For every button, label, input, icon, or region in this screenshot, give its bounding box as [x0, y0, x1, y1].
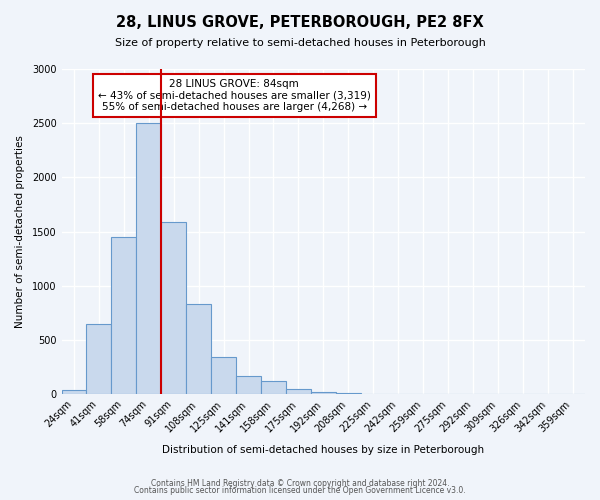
X-axis label: Distribution of semi-detached houses by size in Peterborough: Distribution of semi-detached houses by … — [162, 445, 484, 455]
Bar — [86, 324, 112, 394]
Text: 28, LINUS GROVE, PETERBOROUGH, PE2 8FX: 28, LINUS GROVE, PETERBOROUGH, PE2 8FX — [116, 15, 484, 30]
Bar — [136, 123, 161, 394]
Bar — [62, 390, 86, 394]
Y-axis label: Number of semi-detached properties: Number of semi-detached properties — [15, 135, 25, 328]
Text: Contains public sector information licensed under the Open Government Licence v3: Contains public sector information licen… — [134, 486, 466, 495]
Bar — [112, 237, 136, 394]
Bar — [161, 222, 186, 394]
Bar — [311, 392, 336, 394]
Bar — [186, 304, 211, 394]
Bar — [286, 388, 311, 394]
Text: 28 LINUS GROVE: 84sqm
← 43% of semi-detached houses are smaller (3,319)
55% of s: 28 LINUS GROVE: 84sqm ← 43% of semi-deta… — [98, 79, 371, 112]
Bar — [211, 357, 236, 394]
Bar — [236, 376, 261, 394]
Text: Size of property relative to semi-detached houses in Peterborough: Size of property relative to semi-detach… — [115, 38, 485, 48]
Text: Contains HM Land Registry data © Crown copyright and database right 2024.: Contains HM Land Registry data © Crown c… — [151, 478, 449, 488]
Bar — [261, 381, 286, 394]
